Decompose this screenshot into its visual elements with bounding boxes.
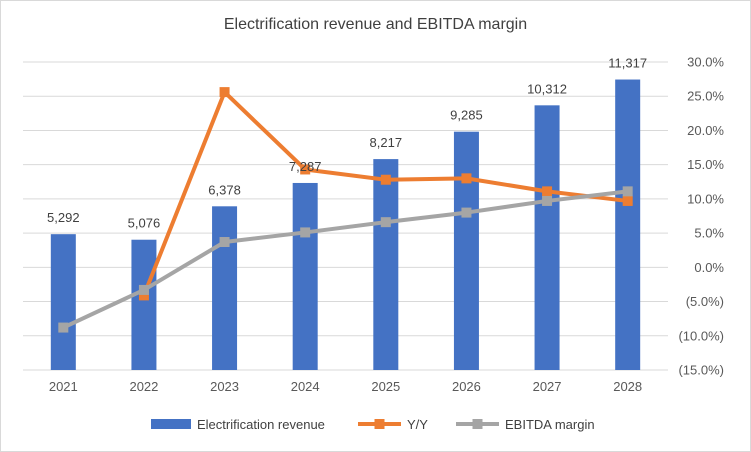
bar-data-label: 10,312 <box>527 81 567 96</box>
ebitda-margin-marker <box>380 217 391 228</box>
y-right-tick-label: (10.0%) <box>678 328 724 343</box>
ebitda-margin-marker <box>622 186 633 197</box>
ebitda-margin-marker <box>300 227 311 238</box>
yoy-marker <box>138 290 149 301</box>
bar-data-label: 9,285 <box>450 108 483 123</box>
bar-data-label: 7,287 <box>289 159 322 174</box>
revenue-bar <box>453 131 479 370</box>
x-tick-label: 2023 <box>210 379 239 394</box>
y-right-tick-label: 0.0% <box>694 260 724 275</box>
y-right-tick-label: 25.0% <box>687 89 724 104</box>
yoy-marker <box>542 186 553 197</box>
revenue-bar <box>50 234 76 370</box>
x-tick-label: 2027 <box>533 379 562 394</box>
legend-marker-yoy <box>374 419 385 429</box>
y-right-tick-label: 10.0% <box>687 191 724 206</box>
legend-marker-ebitda <box>472 419 483 429</box>
legend: Electrification revenue Y/Y EBITDA margin <box>151 417 595 432</box>
ebitda-margin-marker <box>138 284 149 295</box>
y-right-tick-label: 5.0% <box>694 226 724 241</box>
revenue-bars <box>50 79 641 371</box>
yoy-marker <box>622 195 633 206</box>
revenue-bar <box>131 239 157 370</box>
revenue-bar <box>373 159 399 370</box>
x-axis-ticks: 2021 2022 2023 2024 2025 2026 2027 2028 <box>49 379 642 394</box>
legend-label-revenue: Electrification revenue <box>197 417 325 432</box>
yoy-marker <box>380 174 391 185</box>
bar-data-label: 11,317 <box>608 56 647 71</box>
revenue-bar <box>534 105 560 371</box>
ebitda-margin-line <box>62 189 628 330</box>
y-right-tick-label: 15.0% <box>687 157 724 172</box>
bar-data-label: 6,378 <box>208 182 241 197</box>
y-right-tick-label: 20.0% <box>687 123 724 138</box>
x-tick-label: 2021 <box>49 379 78 394</box>
y-right-tick-label: (5.0%) <box>686 294 724 309</box>
ebitda-margin-marker <box>461 207 472 218</box>
yoy-marker <box>300 164 311 175</box>
bar-data-label: 5,076 <box>128 216 161 231</box>
ebitda-margin-marker <box>542 195 553 206</box>
ebitda-margin-marker <box>219 237 230 248</box>
x-tick-label: 2022 <box>129 379 158 394</box>
x-tick-label: 2028 <box>613 379 642 394</box>
revenue-bar <box>292 182 318 370</box>
x-tick-label: 2026 <box>452 379 481 394</box>
bar-data-labels: 5,292 5,076 6,378 7,287 8,217 9,285 10,312 11,3… <box>47 56 647 231</box>
legend-label-ebitda: EBITDA margin <box>505 417 595 432</box>
legend-label-yoy: Y/Y <box>407 417 428 432</box>
revenue-bar <box>615 79 641 370</box>
yoy-marker <box>461 173 472 184</box>
x-tick-label: 2024 <box>291 379 320 394</box>
grid-lines <box>23 61 668 371</box>
legend-swatch-revenue <box>151 419 191 429</box>
y-right-axis-ticks: (15.0%) (10.0%) (5.0%) 0.0% 5.0% 10.0% 15.0% 20… <box>678 55 724 378</box>
ebitda-margin-marker <box>58 322 69 333</box>
y-right-tick-label: (15.0%) <box>678 363 724 378</box>
y-right-tick-label: 30.0% <box>687 55 724 70</box>
x-tick-label: 2025 <box>371 379 400 394</box>
chart-title: Electrification revenue and EBITDA margi… <box>223 16 528 33</box>
revenue-bar <box>212 206 238 370</box>
line-series <box>58 87 633 333</box>
bar-data-label: 8,217 <box>370 135 403 150</box>
bar-data-label: 5,292 <box>47 210 80 225</box>
yoy-marker <box>219 87 230 98</box>
